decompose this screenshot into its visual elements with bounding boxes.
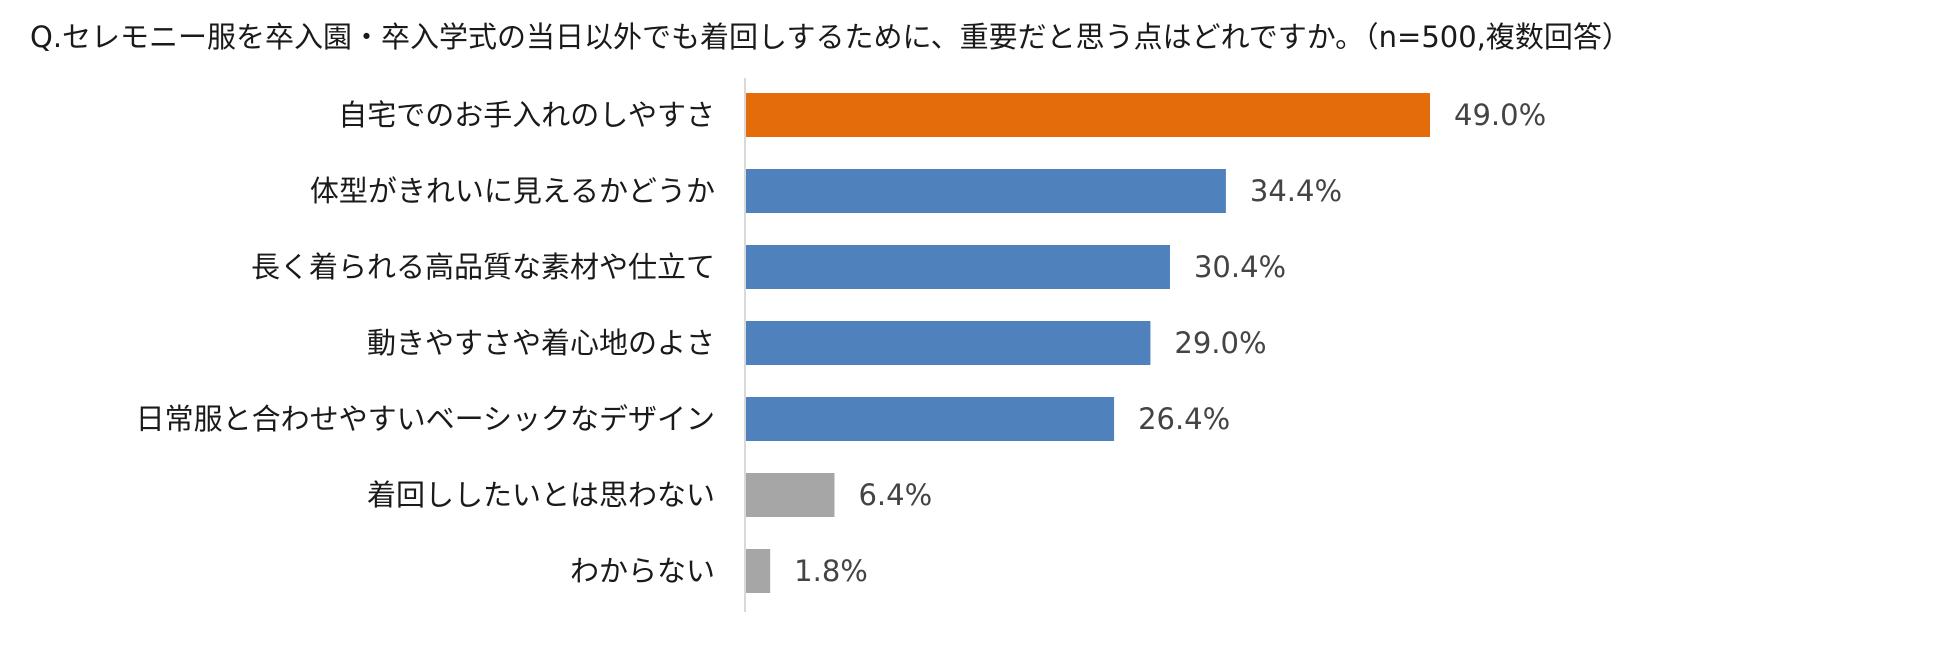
bar-5 — [745, 397, 1115, 441]
category-label-5: 日常服と合わせやすいベーシックなデザイン — [136, 402, 715, 436]
category-label-1: 自宅でのお手入れのしやすさ — [338, 98, 715, 132]
category-labels: 自宅でのお手入れのしやすさ体型がきれいに見えるかどうか長く着られる高品質な素材や… — [136, 98, 715, 588]
category-label-4: 動きやすさや着心地のよさ — [367, 326, 715, 360]
bar-4 — [745, 321, 1151, 365]
bar-6 — [745, 473, 835, 517]
bar-3 — [745, 245, 1170, 289]
value-label-5: 26.4% — [1138, 402, 1230, 436]
category-label-2: 体型がきれいに見えるかどうか — [310, 174, 715, 208]
value-labels: 49.0% 34.4% 30.4% 29.0% 26.4% 6.4% 1.8% — [794, 98, 1546, 588]
bar-2 — [745, 169, 1226, 213]
value-label-2: 34.4% — [1250, 174, 1342, 208]
category-label-6: 着回ししたいとは思わない — [367, 478, 715, 512]
value-label-1: 49.0% — [1454, 98, 1546, 132]
bar-1 — [745, 93, 1431, 137]
bar-7 — [745, 549, 771, 593]
value-label-3: 30.4% — [1194, 250, 1286, 284]
category-label-3: 長く着られる高品質な素材や仕立て — [251, 250, 715, 284]
value-label-6: 6.4% — [858, 478, 932, 512]
category-label-7: わからない — [570, 554, 715, 588]
bars-group — [745, 93, 1431, 593]
chart-title: Q.セレモニー服を卒入園・卒入学式の当日以外でも着回しするために、重要だと思う点… — [30, 20, 1631, 54]
value-label-4: 29.0% — [1174, 326, 1266, 360]
value-label-7: 1.8% — [794, 554, 868, 588]
